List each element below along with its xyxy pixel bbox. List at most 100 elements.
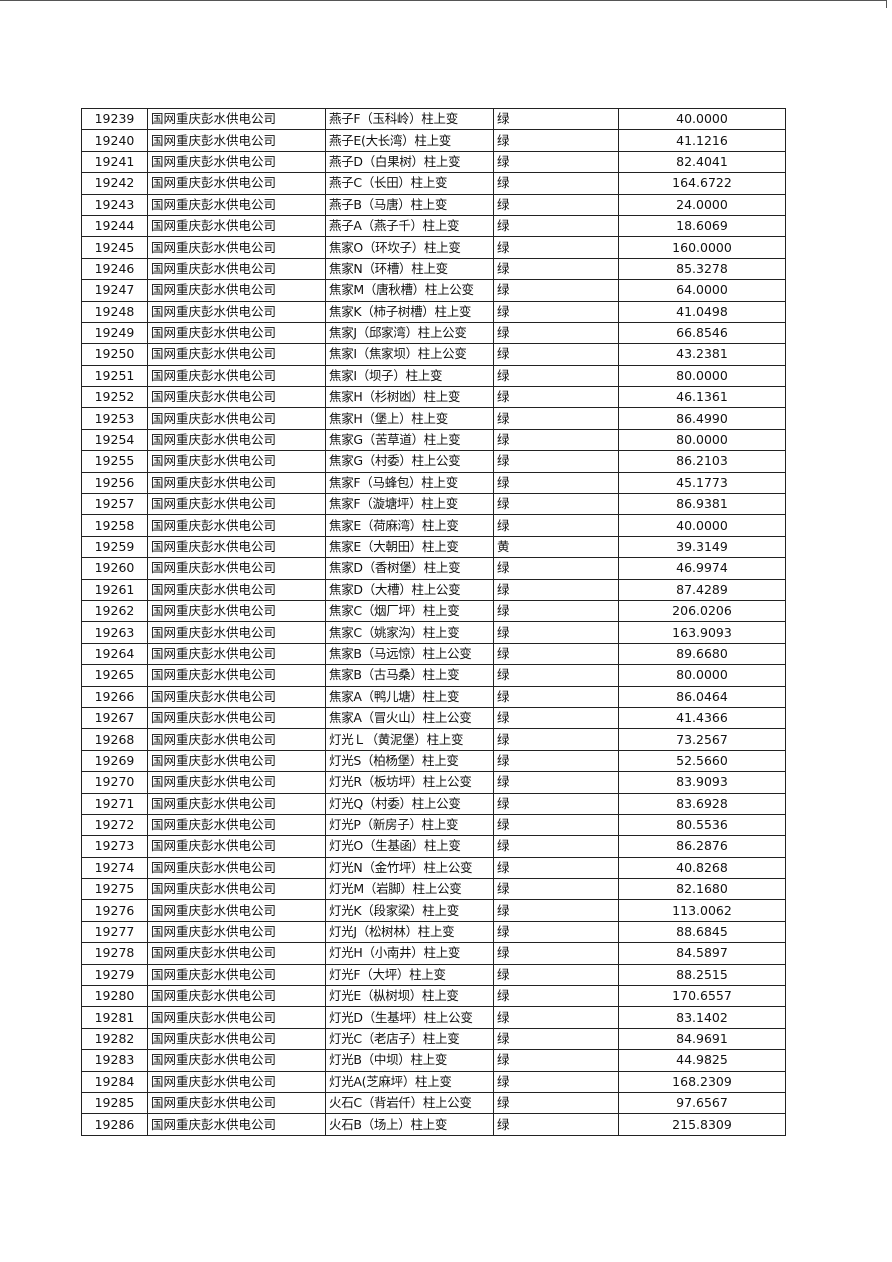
table-row: 19256 国网重庆彭水供电公司 焦家F（马蜂包）柱上变绿 45.1773 <box>81 471 786 495</box>
row-id-cell: 19256 <box>81 471 148 495</box>
value-cell: 164.6722 <box>618 172 786 195</box>
status-cell: 绿 <box>493 1006 619 1029</box>
status-cell: 绿 <box>493 343 619 366</box>
status-cell: 绿 <box>493 985 619 1008</box>
row-id-cell: 19286 <box>81 1113 148 1136</box>
transformer-name-cell: 焦家D（香树堡）柱上变 <box>325 557 494 580</box>
value-cell: 80.0000 <box>618 664 786 687</box>
value-cell: 89.6680 <box>618 642 786 666</box>
row-id-cell: 19279 <box>81 963 148 987</box>
status-cell: 绿 <box>493 193 619 216</box>
transformer-name-cell: 焦家F（马蜂包）柱上变 <box>325 471 494 495</box>
transformer-name-cell: 焦家C（姚家沟）柱上变 <box>325 621 494 644</box>
company-cell: 国网重庆彭水供电公司 <box>147 578 326 601</box>
status-cell: 绿 <box>493 706 619 730</box>
transformer-name-cell: 灯光Ｌ（黄泥堡）柱上变 <box>325 728 494 751</box>
row-id-cell: 19266 <box>81 685 148 708</box>
table-row: 19261 国网重庆彭水供电公司 焦家D（大槽）柱上公变绿 87.4289 <box>81 578 786 601</box>
transformer-name-cell: 焦家F（漩塘坪）柱上变 <box>325 493 494 516</box>
table-row: 19266 国网重庆彭水供电公司 焦家A（鸭儿塘）柱上变绿 86.0464 <box>81 685 786 708</box>
company-cell: 国网重庆彭水供电公司 <box>147 279 326 302</box>
value-cell: 52.5660 <box>618 749 786 773</box>
value-cell: 66.8546 <box>618 321 786 345</box>
row-id-cell: 19278 <box>81 942 148 965</box>
transformer-name-cell: 灯光K（段家梁）柱上变 <box>325 899 494 922</box>
transformer-name-cell: 灯光S（柏杨堡）柱上变 <box>325 749 494 773</box>
table-row: 19242 国网重庆彭水供电公司 燕子C（长田）柱上变绿 164.6722 <box>81 172 786 195</box>
status-cell: 绿 <box>493 107 619 131</box>
table-row: 19254 国网重庆彭水供电公司 焦家G（苦草道）柱上变绿 80.0000 <box>81 428 786 452</box>
value-cell: 44.9825 <box>618 1049 786 1072</box>
value-cell: 41.1216 <box>618 129 786 152</box>
value-cell: 97.6567 <box>618 1091 786 1115</box>
row-id-cell: 19260 <box>81 557 148 580</box>
page-top-border <box>0 0 886 1</box>
status-cell: 绿 <box>493 942 619 965</box>
company-cell: 国网重庆彭水供电公司 <box>147 685 326 708</box>
value-cell: 24.0000 <box>618 193 786 216</box>
company-cell: 国网重庆彭水供电公司 <box>147 557 326 580</box>
transformer-name-cell: 焦家G（苦草道）柱上变 <box>325 428 494 452</box>
value-cell: 41.4366 <box>618 706 786 730</box>
table-row: 19263 国网重庆彭水供电公司 焦家C（姚家沟）柱上变绿 163.9093 <box>81 621 786 644</box>
transformer-name-cell: 灯光E（枞树坝）柱上变 <box>325 985 494 1008</box>
company-cell: 国网重庆彭水供电公司 <box>147 985 326 1008</box>
row-id-cell: 19263 <box>81 621 148 644</box>
status-cell: 绿 <box>493 557 619 580</box>
table-row: 19260 国网重庆彭水供电公司 焦家D（香树堡）柱上变绿 46.9974 <box>81 557 786 580</box>
status-cell: 绿 <box>493 279 619 302</box>
status-cell: 绿 <box>493 214 619 238</box>
value-cell: 18.6069 <box>618 214 786 238</box>
company-cell: 国网重庆彭水供电公司 <box>147 1049 326 1072</box>
value-cell: 163.9093 <box>618 621 786 644</box>
row-id-cell: 19271 <box>81 792 148 815</box>
transformer-name-cell: 燕子B（马唐）柱上变 <box>325 193 494 216</box>
status-cell: 绿 <box>493 300 619 323</box>
value-cell: 86.4990 <box>618 407 786 430</box>
company-cell: 国网重庆彭水供电公司 <box>147 214 326 238</box>
company-cell: 国网重庆彭水供电公司 <box>147 835 326 858</box>
transformer-name-cell: 焦家A（冒火山）柱上公变 <box>325 706 494 730</box>
table-body: 19239 国网重庆彭水供电公司 燕子F（玉科岭）柱上变绿 40.0000 19240 国… <box>81 107 786 1136</box>
data-table: 19239 国网重庆彭水供电公司 燕子F（玉科岭）柱上变绿 40.0000 19240 国… <box>81 107 786 1136</box>
transformer-name-cell: 灯光D（生基坪）柱上公变 <box>325 1006 494 1029</box>
company-cell: 国网重庆彭水供电公司 <box>147 407 326 430</box>
company-cell: 国网重庆彭水供电公司 <box>147 856 326 880</box>
table-row: 19276 国网重庆彭水供电公司 灯光K（段家梁）柱上变绿 113.0062 <box>81 899 786 922</box>
transformer-name-cell: 燕子D（白果树）柱上变 <box>325 150 494 174</box>
value-cell: 84.5897 <box>618 942 786 965</box>
value-cell: 85.3278 <box>618 257 786 281</box>
transformer-name-cell: 灯光C（老店子）柱上变 <box>325 1027 494 1051</box>
row-id-cell: 19264 <box>81 642 148 666</box>
company-cell: 国网重庆彭水供电公司 <box>147 771 326 794</box>
row-id-cell: 19252 <box>81 386 148 409</box>
transformer-name-cell: 燕子F（玉科岭）柱上变 <box>325 107 494 131</box>
row-id-cell: 19246 <box>81 257 148 281</box>
table-row: 19258 国网重庆彭水供电公司 焦家E（荷麻湾）柱上变绿 40.0000 <box>81 514 786 537</box>
transformer-name-cell: 灯光R（板坊坪）柱上公变 <box>325 771 494 794</box>
row-id-cell: 19274 <box>81 856 148 880</box>
row-id-cell: 19277 <box>81 920 148 944</box>
row-id-cell: 19255 <box>81 450 148 473</box>
status-cell: 绿 <box>493 450 619 473</box>
table-row: 19239 国网重庆彭水供电公司 燕子F（玉科岭）柱上变绿 40.0000 <box>81 107 786 131</box>
status-cell: 绿 <box>493 578 619 601</box>
transformer-name-cell: 焦家O（环坎子）柱上变 <box>325 236 494 259</box>
row-id-cell: 19273 <box>81 835 148 858</box>
row-id-cell: 19285 <box>81 1091 148 1115</box>
row-id-cell: 19268 <box>81 728 148 751</box>
value-cell: 82.4041 <box>618 150 786 174</box>
table-row: 19243 国网重庆彭水供电公司 燕子B（马唐）柱上变绿 24.0000 <box>81 193 786 216</box>
company-cell: 国网重庆彭水供电公司 <box>147 749 326 773</box>
company-cell: 国网重庆彭水供电公司 <box>147 364 326 388</box>
value-cell: 206.0206 <box>618 599 786 623</box>
status-cell: 绿 <box>493 514 619 537</box>
company-cell: 国网重庆彭水供电公司 <box>147 1027 326 1051</box>
value-cell: 215.8309 <box>618 1113 786 1136</box>
table-row: 19267 国网重庆彭水供电公司 焦家A（冒火山）柱上公变绿 41.4366 <box>81 706 786 730</box>
table-row: 19245 国网重庆彭水供电公司 焦家O（环坎子）柱上变绿 160.0000 <box>81 236 786 259</box>
status-cell: 绿 <box>493 364 619 388</box>
transformer-name-cell: 焦家C（烟厂坪）柱上变 <box>325 599 494 623</box>
transformer-name-cell: 灯光H（小南井）柱上变 <box>325 942 494 965</box>
value-cell: 88.2515 <box>618 963 786 987</box>
